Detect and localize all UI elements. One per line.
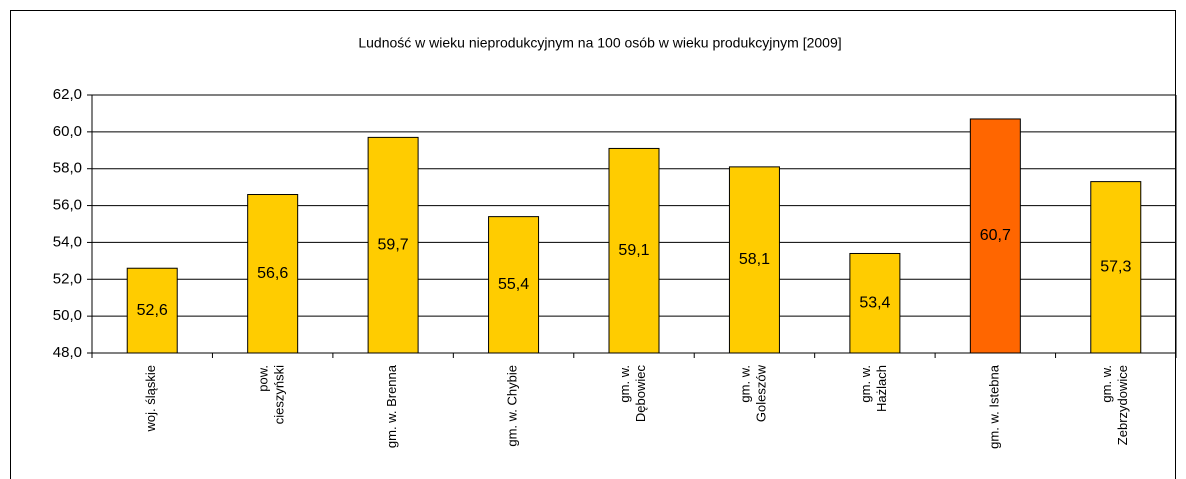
x-tick-label: gm. w.Hażlach	[858, 365, 889, 412]
x-tick-label: pow.cieszyński	[256, 365, 287, 424]
value-label: 56,6	[257, 265, 288, 282]
bar	[367, 136, 419, 354]
value-label: 60,7	[980, 227, 1011, 244]
y-tick-label: 54,0	[53, 233, 82, 250]
value-label: 57,3	[1100, 259, 1131, 276]
value-label: 58,1	[739, 251, 770, 268]
x-tick-label: gm. w. Chybie	[505, 365, 520, 447]
bar	[126, 267, 178, 354]
x-tick-label: gm. w.Dębowiec	[617, 365, 648, 423]
x-tick-label: gm. w. Istebna	[987, 364, 1002, 449]
y-tick-label: 56,0	[53, 197, 82, 214]
y-tick-label: 58,0	[53, 160, 82, 177]
x-tick-label: gm. w. Brenna	[385, 364, 400, 448]
x-tick-label: woj. śląskie	[144, 365, 159, 432]
y-tick-label: 52,0	[53, 270, 82, 287]
y-tick-label: 62,0	[53, 86, 82, 103]
value-label: 55,4	[498, 276, 529, 293]
y-tick-label: 60,0	[53, 123, 82, 140]
bar	[969, 118, 1021, 354]
chart-title: Ludność w wieku nieprodukcyjnym na 100 o…	[358, 35, 841, 51]
value-label: 59,1	[618, 242, 649, 259]
bar	[608, 147, 660, 354]
bar	[728, 166, 780, 354]
x-tick-label: gm. w.Goleszów	[738, 364, 769, 422]
value-label: 59,7	[378, 236, 409, 253]
bar	[488, 216, 540, 354]
bar	[849, 252, 901, 354]
x-tick-label: gm. w.Zebrzydowice	[1099, 365, 1130, 445]
bar	[247, 194, 299, 354]
value-label: 52,6	[137, 302, 168, 319]
y-tick-label: 50,0	[53, 307, 82, 324]
value-label: 53,4	[859, 294, 890, 311]
y-tick-label: 48,0	[53, 344, 82, 361]
